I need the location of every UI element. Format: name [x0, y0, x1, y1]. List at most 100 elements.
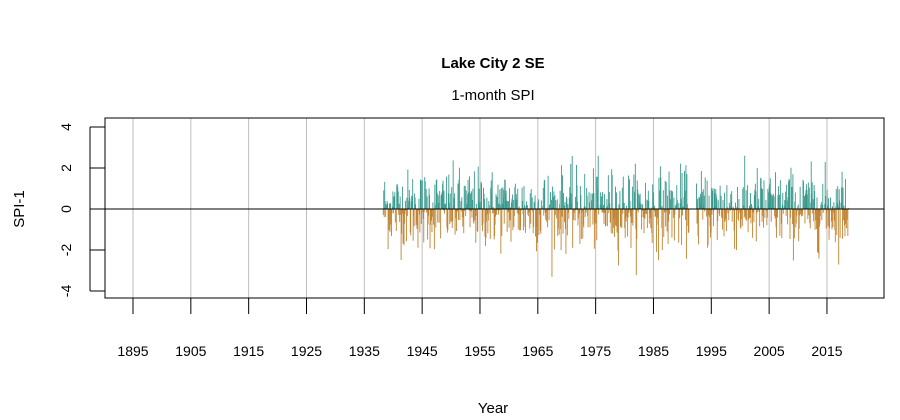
spi-bar	[405, 209, 407, 211]
spi-bar	[833, 202, 835, 209]
spi-bar	[803, 204, 805, 209]
spi-bar	[772, 196, 774, 209]
spi-bar	[671, 191, 673, 209]
spi-bar	[449, 193, 451, 209]
y-tick-label: -2	[58, 244, 74, 257]
spi-bar	[697, 198, 698, 209]
spi-bar	[627, 209, 629, 218]
spi-bar	[822, 183, 824, 209]
spi-bar	[625, 209, 627, 219]
spi-bar	[707, 209, 709, 248]
spi-bar	[468, 192, 470, 209]
x-tick-label: 1945	[407, 343, 438, 359]
spi-bar	[481, 183, 483, 209]
spi-bar	[452, 160, 454, 209]
spi-bar	[567, 209, 569, 213]
spi-bar	[647, 190, 649, 209]
x-axis-label: Year	[478, 400, 508, 417]
spi-bar	[409, 197, 411, 209]
spi-bar	[785, 191, 787, 209]
spi-bar	[782, 192, 784, 209]
spi-bar	[750, 209, 752, 224]
spi-bar	[646, 199, 648, 209]
spi-bar	[414, 197, 416, 209]
spi-bar	[592, 168, 594, 209]
spi-bar	[493, 209, 495, 214]
spi-bar	[664, 180, 666, 209]
x-tick-label: 1955	[464, 343, 495, 359]
spi-bar	[573, 209, 575, 221]
spi-bar	[610, 209, 612, 234]
spi-bar	[463, 186, 465, 209]
spi-bar	[466, 206, 468, 209]
spi-bar	[569, 187, 571, 209]
spi-bar	[814, 191, 816, 209]
spi-bar	[615, 209, 617, 227]
spi-bar	[480, 207, 482, 209]
spi-bar	[788, 181, 790, 209]
spi-bar	[720, 195, 722, 209]
spi-bar	[515, 198, 517, 209]
spi-bar	[734, 209, 736, 249]
spi-bar	[762, 189, 763, 209]
spi-bar	[759, 209, 761, 227]
spi-bar	[831, 209, 833, 230]
spi-bar	[789, 180, 790, 209]
spi-bar	[388, 209, 390, 231]
spi-bar	[580, 209, 582, 240]
spi-bar	[400, 209, 402, 261]
spi-bar	[780, 207, 782, 209]
spi-bar	[722, 209, 723, 230]
spi-bar	[420, 180, 422, 209]
spi-bar	[418, 209, 419, 211]
spi-bar	[533, 201, 535, 209]
spi-bar	[778, 197, 780, 209]
spi-bar	[733, 209, 735, 231]
spi-bar	[428, 209, 430, 216]
spi-bar	[794, 201, 796, 209]
spi-bar	[844, 209, 846, 237]
spi-bar	[406, 197, 408, 209]
spi-bar	[777, 186, 779, 209]
spi-bar	[546, 207, 548, 209]
spi-bar	[553, 209, 555, 250]
spi-bar	[812, 209, 814, 214]
spi-bar	[793, 209, 795, 227]
spi-bar	[820, 204, 822, 209]
spi-bar	[455, 209, 457, 212]
spi-bar	[398, 209, 400, 215]
spi-bar	[633, 174, 635, 209]
spi-bar	[586, 195, 588, 209]
spi-bar	[538, 209, 540, 236]
spi-bar	[640, 205, 642, 209]
spi-bar	[645, 209, 647, 214]
spi-bar	[843, 209, 844, 221]
spi-bar	[671, 209, 673, 238]
spi-bar	[795, 209, 797, 224]
spi-bar	[622, 176, 624, 209]
spi-bar	[740, 209, 742, 229]
spi-bar	[596, 176, 598, 209]
spi-bar	[791, 186, 793, 209]
spi-bar	[496, 209, 497, 215]
spi-bar	[765, 209, 767, 211]
spi-bar	[708, 209, 710, 216]
spi-bar	[542, 206, 544, 209]
spi-bar	[528, 209, 530, 212]
spi-bar	[527, 209, 529, 217]
spi-bar	[804, 193, 806, 209]
spi-bar	[404, 209, 405, 224]
plot-frame	[104, 117, 885, 299]
spi-bar	[714, 193, 716, 209]
spi-bar	[757, 206, 759, 209]
spi-bar	[699, 193, 701, 209]
spi-bar	[671, 190, 672, 209]
spi-bar	[837, 186, 839, 209]
spi-bar	[526, 205, 528, 209]
spi-bar	[549, 204, 550, 209]
spi-bar	[517, 188, 519, 209]
spi-bar	[419, 209, 421, 233]
spi-bar	[750, 193, 751, 209]
spi-bar	[597, 189, 599, 209]
spi-bar	[687, 209, 689, 234]
